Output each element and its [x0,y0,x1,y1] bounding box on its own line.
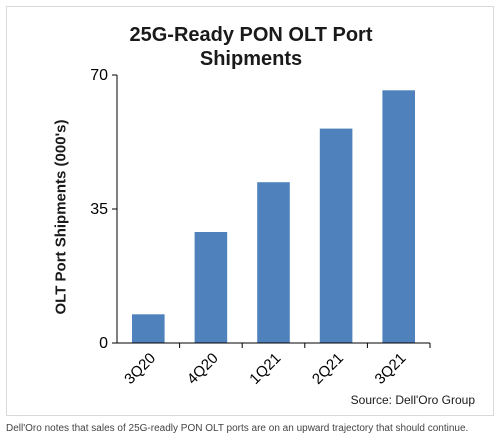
bar-1Q21 [257,182,290,343]
x-tick-labels: 3Q20 4Q20 1Q21 2Q21 3Q21 [121,350,409,388]
y-tick-labels: 0 35 70 [90,67,108,352]
source-note: Source: Dell'Oro Group [350,393,475,407]
x-tick-label-3Q21: 3Q21 [372,350,410,388]
chart-title-line-1: 25G-Ready PON OLT Port [129,24,373,46]
x-tick-label-1Q21: 1Q21 [246,350,284,388]
axes [112,74,431,348]
bar-2Q21 [319,128,353,343]
bar-group [132,90,415,343]
figure-caption: Dell'Oro notes that sales of 25G-readly … [6,423,469,434]
y-tick-label-35: 35 [90,201,108,218]
chart-title: 25G-Ready PON OLT Port Shipments [7,23,495,71]
x-tick-label-2Q21: 2Q21 [309,350,347,388]
y-tick-label-70: 70 [90,67,108,84]
bar-3Q20 [132,314,165,343]
y-tick-label-0: 0 [99,335,108,352]
x-tick-label-4Q20: 4Q20 [184,350,222,388]
bar-3Q21 [382,90,415,343]
bar-4Q20 [194,232,228,343]
chart-title-line-2: Shipments [199,48,303,70]
x-tick-label-3Q20: 3Q20 [121,350,159,388]
